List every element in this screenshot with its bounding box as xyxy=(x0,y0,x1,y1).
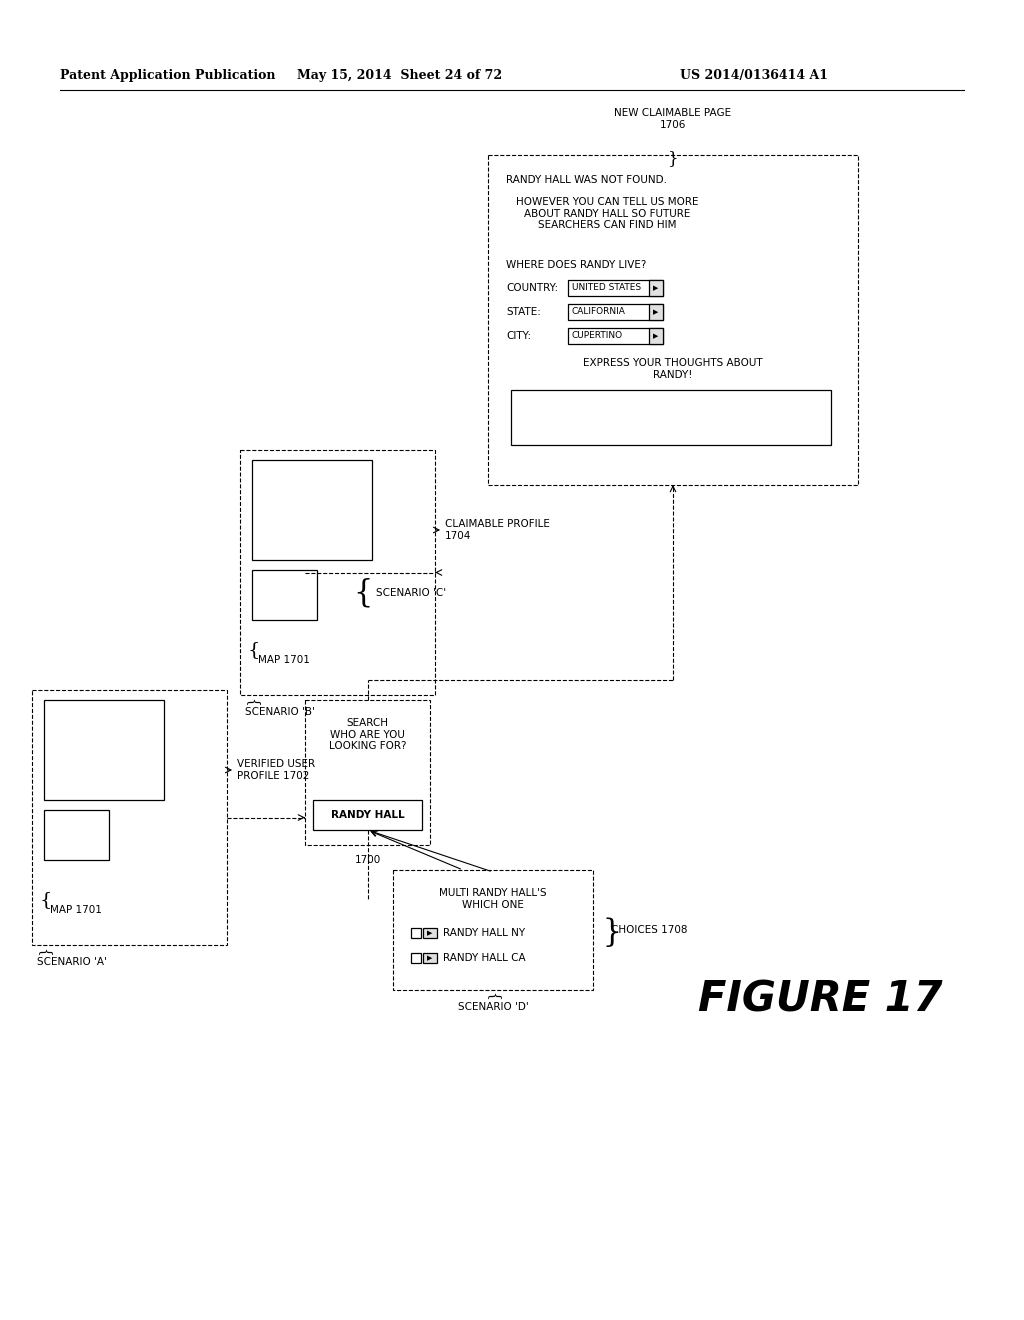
Bar xyxy=(313,800,422,830)
Bar xyxy=(649,304,663,319)
Text: SCENARIO 'D': SCENARIO 'D' xyxy=(458,1002,528,1012)
Bar xyxy=(411,928,421,939)
Text: MAP 1701: MAP 1701 xyxy=(258,655,310,665)
Text: {: { xyxy=(37,948,51,957)
Text: ▶: ▶ xyxy=(653,285,658,290)
Text: FIGURE 17: FIGURE 17 xyxy=(697,979,942,1020)
Text: ▶: ▶ xyxy=(653,309,658,315)
Bar xyxy=(44,810,109,861)
Text: {: { xyxy=(248,642,260,659)
Bar xyxy=(411,953,421,964)
Text: CLAIMABLE PROFILE
1704: CLAIMABLE PROFILE 1704 xyxy=(445,519,550,541)
Text: WHERE DOES RANDY LIVE?: WHERE DOES RANDY LIVE? xyxy=(506,260,646,271)
Bar xyxy=(649,327,663,345)
Text: {: { xyxy=(245,698,259,708)
Bar xyxy=(568,280,663,296)
Text: Patent Application Publication: Patent Application Publication xyxy=(60,69,275,82)
Text: ▶: ▶ xyxy=(427,954,433,961)
Text: EXPRESS YOUR THOUGHTS ABOUT
RANDY!: EXPRESS YOUR THOUGHTS ABOUT RANDY! xyxy=(584,358,763,380)
Text: RANDY HALL CA: RANDY HALL CA xyxy=(443,953,525,964)
Text: UNITED STATES: UNITED STATES xyxy=(572,284,641,293)
Text: May 15, 2014  Sheet 24 of 72: May 15, 2014 Sheet 24 of 72 xyxy=(297,69,503,82)
Text: SCENARIO 'A': SCENARIO 'A' xyxy=(37,957,106,968)
Text: 1700: 1700 xyxy=(354,855,381,865)
Bar xyxy=(488,154,858,484)
Bar xyxy=(240,450,435,696)
Text: VERIFIED USER
PROFILE 1702: VERIFIED USER PROFILE 1702 xyxy=(237,759,315,781)
Bar xyxy=(511,389,831,445)
Text: NEW CLAIMABLE PAGE
1706: NEW CLAIMABLE PAGE 1706 xyxy=(614,108,731,129)
Text: MULTI RANDY HALL'S
WHICH ONE: MULTI RANDY HALL'S WHICH ONE xyxy=(439,888,547,909)
Bar xyxy=(423,928,437,939)
Text: HOWEVER YOU CAN TELL US MORE
ABOUT RANDY HALL SO FUTURE
SEARCHERS CAN FIND HIM: HOWEVER YOU CAN TELL US MORE ABOUT RANDY… xyxy=(516,197,698,230)
Text: CUPERTINO: CUPERTINO xyxy=(572,331,624,341)
Text: {: { xyxy=(596,915,615,945)
Text: CITY:: CITY: xyxy=(506,331,531,341)
Bar xyxy=(568,327,663,345)
Bar xyxy=(423,953,437,964)
Text: {: { xyxy=(486,993,500,1001)
Bar xyxy=(44,700,164,800)
Text: US 2014/0136414 A1: US 2014/0136414 A1 xyxy=(680,69,828,82)
Text: ▶: ▶ xyxy=(653,333,658,339)
Bar xyxy=(649,280,663,296)
Text: MAP 1701: MAP 1701 xyxy=(50,906,101,915)
Text: SCENARIO 'B': SCENARIO 'B' xyxy=(245,708,314,717)
Text: }: } xyxy=(668,150,678,168)
Text: SEARCH
WHO ARE YOU
LOOKING FOR?: SEARCH WHO ARE YOU LOOKING FOR? xyxy=(329,718,407,751)
Bar xyxy=(305,700,430,845)
Bar xyxy=(568,304,663,319)
Bar xyxy=(252,459,372,560)
Text: {: { xyxy=(40,891,52,909)
Text: STATE:: STATE: xyxy=(506,308,541,317)
Text: COUNTRY:: COUNTRY: xyxy=(506,282,558,293)
Text: RANDY HALL NY: RANDY HALL NY xyxy=(443,928,525,939)
Bar xyxy=(32,690,227,945)
Text: RANDY HALL: RANDY HALL xyxy=(331,810,404,820)
Bar xyxy=(252,570,317,620)
Text: RANDY HALL WAS NOT FOUND.: RANDY HALL WAS NOT FOUND. xyxy=(506,176,667,185)
Bar xyxy=(393,870,593,990)
Text: CHOICES 1708: CHOICES 1708 xyxy=(611,925,687,935)
Text: ▶: ▶ xyxy=(427,931,433,936)
Text: {: { xyxy=(353,577,373,609)
Text: CALIFORNIA: CALIFORNIA xyxy=(572,308,626,317)
Text: SCENARIO 'C': SCENARIO 'C' xyxy=(376,587,445,598)
